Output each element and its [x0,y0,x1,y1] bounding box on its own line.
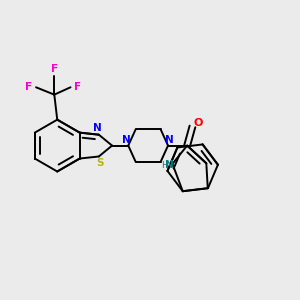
Text: N: N [164,160,173,170]
Text: O: O [194,118,203,128]
Text: H: H [161,161,168,170]
Text: S: S [97,158,104,168]
Text: F: F [25,82,32,92]
Text: N: N [93,123,102,133]
Text: N: N [122,135,131,145]
Text: F: F [51,64,58,74]
Text: F: F [74,82,81,92]
Text: N: N [165,135,174,145]
